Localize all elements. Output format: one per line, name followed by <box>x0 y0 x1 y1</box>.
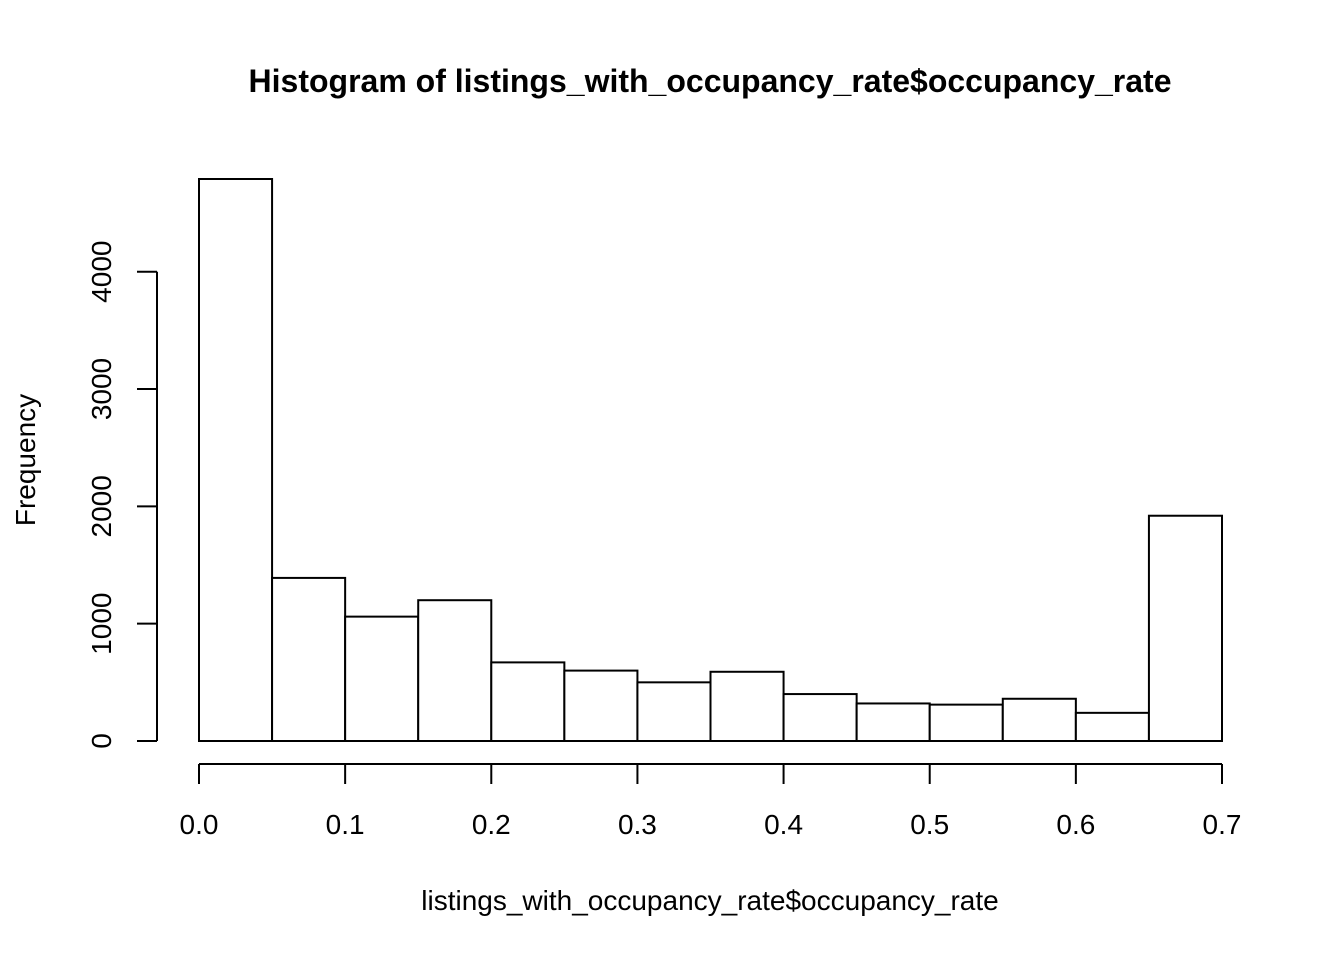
y-tick-label: 3000 <box>86 358 117 420</box>
chart-title: Histogram of listings_with_occupancy_rat… <box>249 63 1172 99</box>
x-axis-label: listings_with_occupancy_rate$occupancy_r… <box>421 885 998 916</box>
histogram-bar <box>636 681 712 743</box>
histogram-bar <box>928 703 1004 743</box>
histogram-bar <box>709 670 785 742</box>
histogram-bar <box>855 702 931 743</box>
x-tick-label: 0.4 <box>764 809 803 840</box>
x-axis: 0.0 0.1 0.2 0.3 0.4 0.5 0.6 0.7 <box>180 763 1242 840</box>
x-tick-label: 0.1 <box>326 809 365 840</box>
y-tick-label: 4000 <box>86 241 117 303</box>
histogram-bar <box>1147 514 1224 743</box>
x-tick-label: 0.7 <box>1203 809 1242 840</box>
histogram-bar <box>344 615 420 742</box>
histogram-bar <box>1074 711 1150 742</box>
x-tick-label: 0.3 <box>618 809 657 840</box>
y-axis: 0 1000 2000 3000 4000 <box>86 241 158 749</box>
histogram-bar <box>417 599 493 742</box>
x-tick-label: 0.2 <box>472 809 511 840</box>
histogram-bar <box>1001 697 1077 743</box>
histogram-bar <box>563 669 639 742</box>
bars-group <box>198 178 1224 743</box>
histogram-bar <box>782 693 858 743</box>
histogram-bar <box>271 576 347 743</box>
x-tick-label: 0.5 <box>910 809 949 840</box>
y-tick-label: 0 <box>86 733 117 749</box>
x-tick-label: 0.6 <box>1056 809 1095 840</box>
histogram-bar <box>490 661 566 742</box>
y-axis-label: Frequency <box>10 394 41 526</box>
histogram-bar <box>198 178 274 742</box>
x-tick-label: 0.0 <box>180 809 219 840</box>
y-tick-label: 1000 <box>86 593 117 655</box>
y-tick-label: 2000 <box>86 475 117 537</box>
